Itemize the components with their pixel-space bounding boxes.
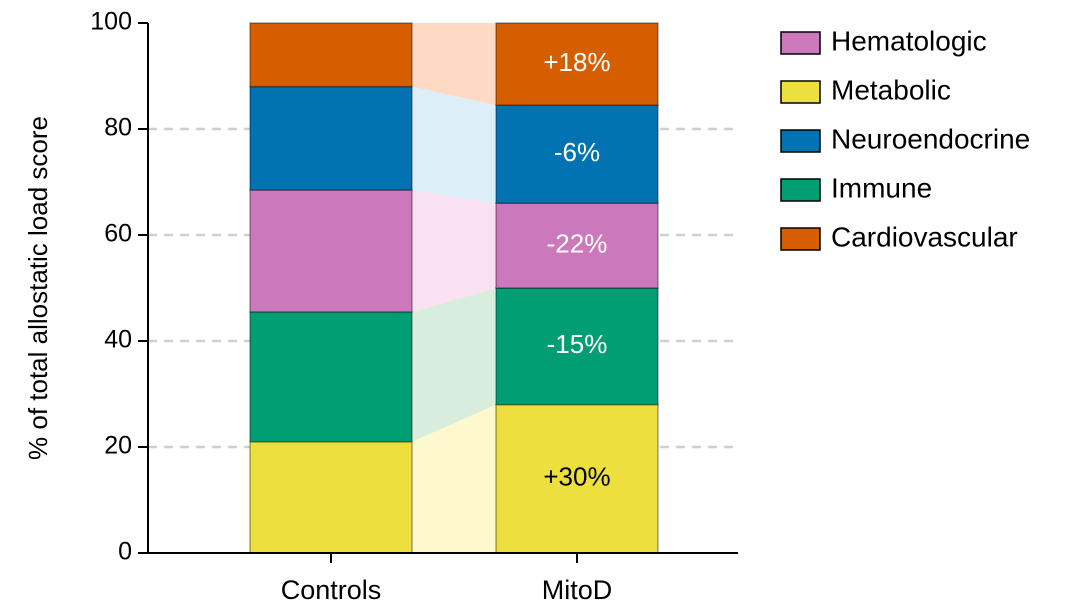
legend-label-metabolic: Metabolic — [831, 74, 951, 105]
connector-band-cardiovascular — [412, 23, 496, 106]
legend: Hematologic Metabolic Neuroendocrine Immune… — [780, 25, 1030, 252]
legend-swatch-immune — [780, 178, 821, 202]
bar-segment-controls-immune — [249, 311, 413, 443]
change-label-hematologic: -22% — [547, 228, 608, 258]
axes — [147, 23, 738, 554]
bar-segment-mitod-metabolic — [495, 403, 659, 554]
legend-swatch-hematologic — [780, 31, 821, 55]
bar-segment-mitod-immune — [495, 287, 659, 406]
bar-segment-mitod-neuroendocrine — [495, 104, 659, 204]
x-ticks: Controls MitoD — [281, 553, 613, 605]
bar-segment-mitod-cardiovascular — [495, 22, 659, 106]
y-tick-label: 80 — [104, 114, 132, 142]
connector-band-hematologic — [412, 189, 496, 312]
y-tick-label: 40 — [104, 326, 132, 354]
legend-label-hematologic: Hematologic — [831, 25, 987, 56]
legend-swatch-cardiovascular — [780, 227, 821, 251]
legend-label-neuroendocrine: Neuroendocrine — [831, 123, 1030, 154]
bar-segment-controls-hematologic — [249, 189, 413, 313]
bars: +30% -15% -22% -6% +18% — [249, 22, 659, 554]
y-axis-title: % of total allostatic load score — [23, 116, 53, 460]
legend-swatch-neuroendocrine — [780, 129, 821, 153]
change-label-immune: -15% — [547, 329, 608, 359]
bar-segment-controls-neuroendocrine — [249, 85, 413, 191]
legend-label-immune: Immune — [831, 172, 932, 203]
connector-bands — [412, 23, 496, 553]
y-tick-label: 100 — [90, 8, 132, 36]
y-ticks: 0 20 40 60 80 100 — [90, 8, 148, 566]
connector-band-neuroendocrine — [412, 86, 496, 204]
legend-label-cardiovascular: Cardiovascular — [831, 221, 1018, 252]
y-tick-label: 60 — [104, 220, 132, 248]
legend-swatch-metabolic — [780, 80, 821, 104]
bar-segment-controls-metabolic — [249, 440, 413, 554]
bar-segment-mitod-hematologic — [495, 202, 659, 289]
bar-segment-controls-cardiovascular — [249, 22, 413, 88]
y-tick-label: 0 — [118, 538, 132, 566]
connector-band-metabolic — [412, 404, 496, 553]
connector-band-immune — [412, 288, 496, 442]
change-label-metabolic: +30% — [543, 462, 610, 492]
change-label-neuroendocrine: -6% — [554, 137, 600, 167]
change-label-cardiovascular: +18% — [543, 47, 610, 77]
x-tick-label: Controls — [281, 575, 382, 605]
y-tick-label: 20 — [104, 432, 132, 460]
x-tick-label: MitoD — [542, 575, 613, 605]
